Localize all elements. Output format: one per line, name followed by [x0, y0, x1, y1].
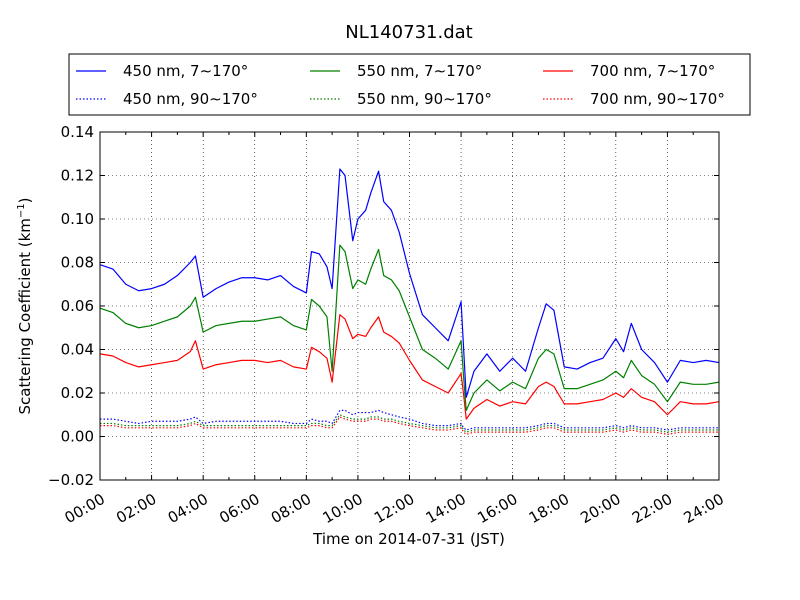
- y-axis-label-main: Scattering Coefficient (km: [16, 218, 34, 414]
- legend-label: 450 nm, 7∼170°: [123, 62, 248, 80]
- series-line: [99, 244, 720, 411]
- y-tick-label: 0.12: [61, 167, 94, 185]
- x-tick-label: 16:00: [474, 490, 520, 527]
- y-tick-label: −0.02: [48, 471, 94, 489]
- series-line: [100, 414, 719, 433]
- series-line: [100, 416, 719, 435]
- legend-box: [68, 53, 751, 116]
- x-tick-label: 24:00: [681, 490, 727, 527]
- legend-label: 550 nm, 90∼170°: [357, 90, 492, 108]
- x-tick-label: 10:00: [319, 490, 365, 527]
- y-tick-label: 0.04: [61, 341, 94, 359]
- legend-label: 700 nm, 7∼170°: [590, 62, 715, 80]
- x-tick-label: 14:00: [423, 490, 469, 527]
- x-tick-label: 06:00: [216, 490, 262, 527]
- y-tick-label: 0.08: [61, 254, 94, 272]
- x-tick-label: 04:00: [165, 490, 211, 527]
- legend-label: 450 nm, 90∼170°: [123, 90, 258, 108]
- y-axis-label-end: ): [16, 197, 34, 203]
- x-tick-label: 08:00: [268, 490, 314, 527]
- series-line: [99, 168, 720, 398]
- y-axis-label: Scattering Coefficient (km−1): [16, 197, 34, 414]
- y-tick-labels: −0.02 0.00 0.02 0.04 0.06 0.08 0.10 0.12 0.14: [48, 123, 94, 489]
- x-tick-labels: 00:00 02:00 04:00 06:00 08:00 10:00 12:00 14:00…: [62, 490, 727, 527]
- axis-ticks: [99, 131, 720, 481]
- series-line: [99, 314, 720, 420]
- y-tick-label: 0.10: [61, 210, 94, 228]
- series-line: [100, 409, 719, 431]
- x-axis-label: Time on 2014-07-31 (JST): [312, 530, 505, 548]
- x-tick-label: 20:00: [577, 490, 623, 527]
- y-axis-label-superscript: −1: [16, 203, 27, 218]
- x-tick-label: 18:00: [526, 490, 572, 527]
- grid: [100, 132, 719, 480]
- x-tick-label: 12:00: [371, 490, 417, 527]
- x-tick-label: 02:00: [113, 490, 159, 527]
- y-tick-label: 0.00: [61, 428, 94, 446]
- plot-series: [99, 168, 720, 435]
- x-tick-label: 22:00: [629, 490, 675, 527]
- x-tick-label: 00:00: [62, 490, 108, 527]
- legend: 450 nm, 7∼170° 550 nm, 7∼170° 700 nm, 7∼17…: [68, 53, 751, 116]
- legend-label: 550 nm, 7∼170°: [357, 62, 482, 80]
- y-tick-label: 0.02: [61, 384, 94, 402]
- legend-label: 700 nm, 90∼170°: [590, 90, 725, 108]
- y-tick-label: 0.14: [61, 123, 94, 141]
- y-tick-label: 0.06: [61, 297, 94, 315]
- chart-title: NL140731.dat: [345, 22, 472, 43]
